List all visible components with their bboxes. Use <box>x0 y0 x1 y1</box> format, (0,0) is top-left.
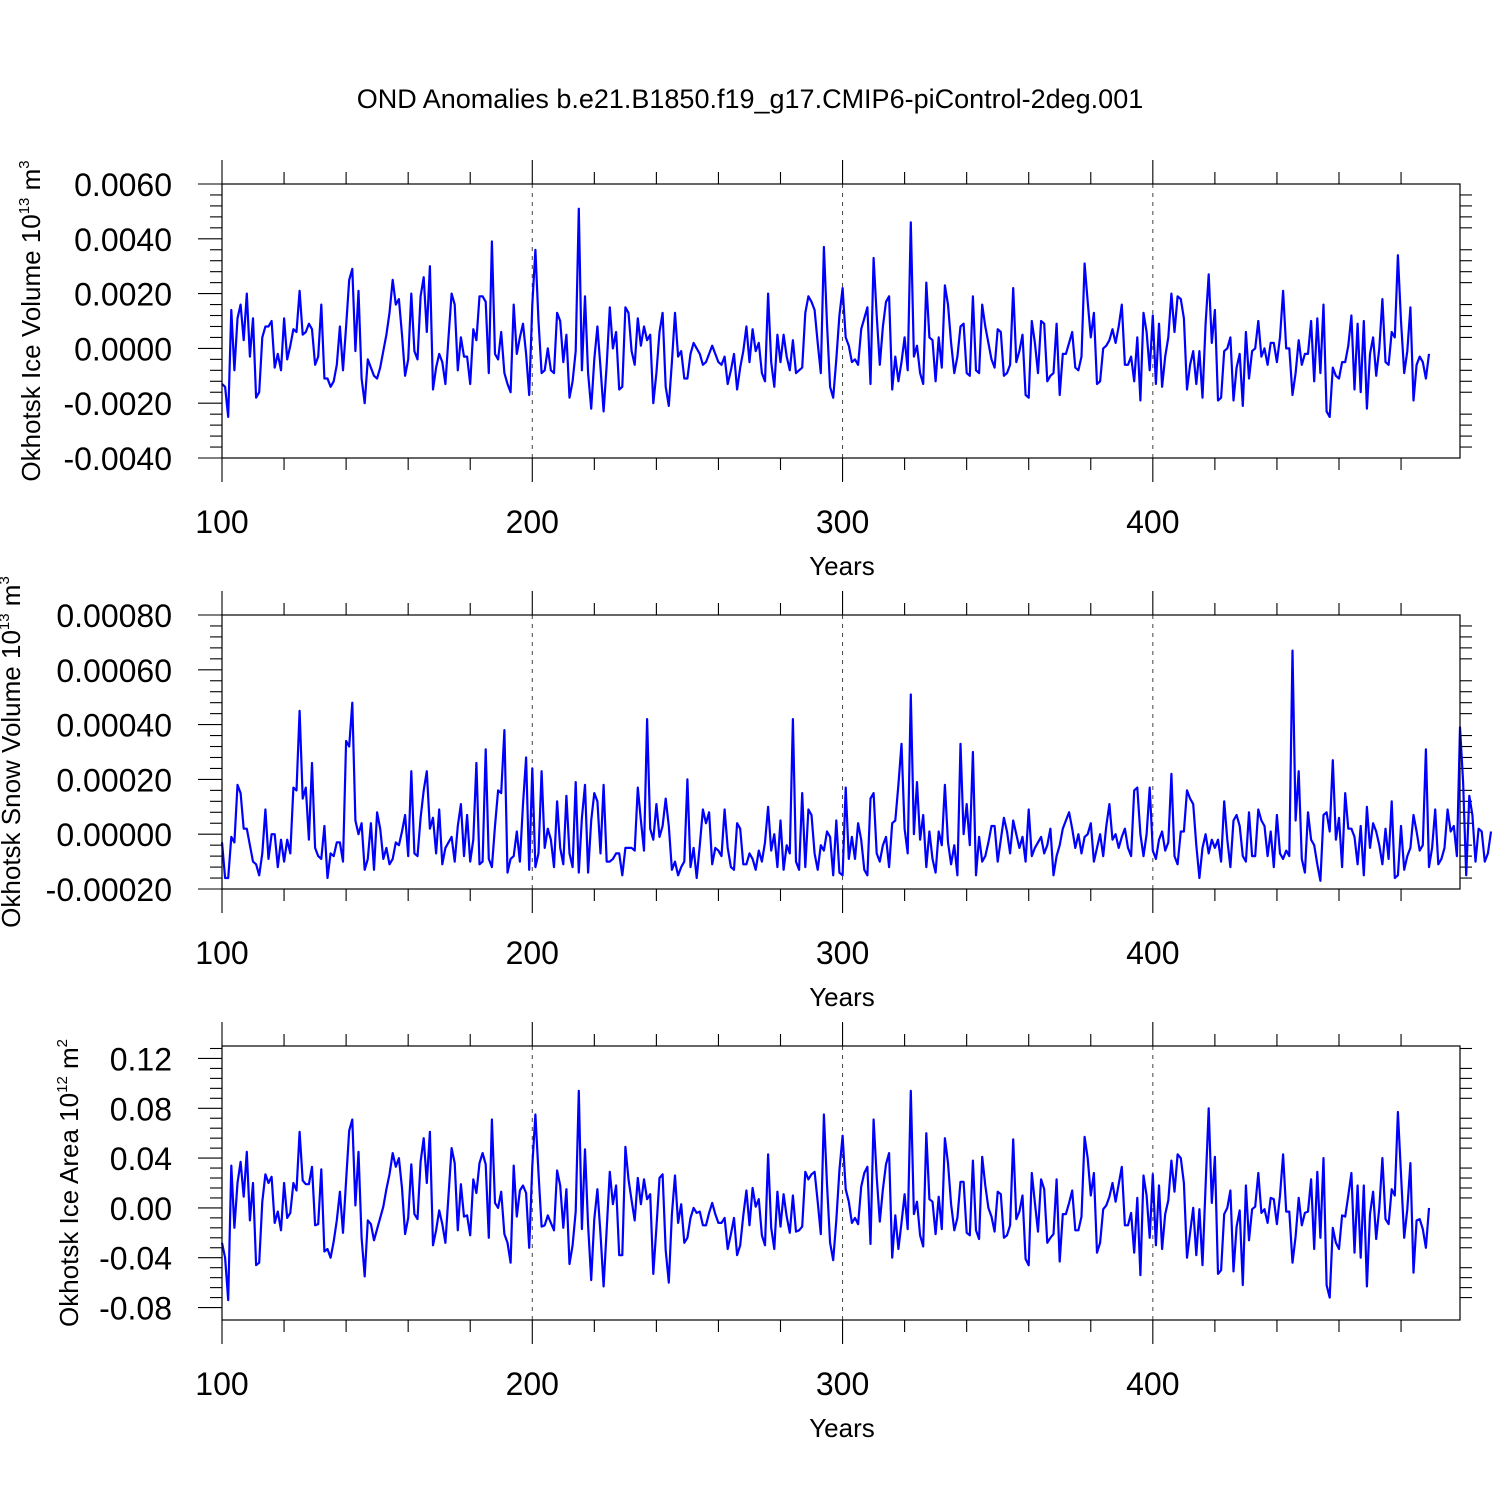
x-tick-label: 200 <box>506 935 559 971</box>
y-tick-label: 0.12 <box>110 1041 172 1077</box>
y-tick-label: 0.0020 <box>74 277 172 313</box>
y-tick-label: 0.0040 <box>74 222 172 258</box>
minor-ticks <box>198 591 1472 913</box>
plot-frame <box>221 614 1461 890</box>
y-axis-title-main: Okhotsk Snow Volume 10 <box>0 630 26 928</box>
x-tick-label: 200 <box>506 504 559 540</box>
x-tick-label: 100 <box>195 504 248 540</box>
x-tick-label: 300 <box>816 504 869 540</box>
series-line <box>221 207 1431 418</box>
x-tick-label: 400 <box>1126 1366 1179 1402</box>
y-axis-title-main: Okhotsk Ice Area 10 <box>54 1093 84 1327</box>
y-tick-label: 0.00080 <box>56 598 172 634</box>
minor-ticks <box>198 1022 1472 1344</box>
x-tick-label: 100 <box>195 1366 248 1402</box>
x-ticks: 100 200 300 400 <box>195 504 1179 540</box>
plot-frame <box>221 1045 1461 1321</box>
y-tick-label: 0.0000 <box>74 331 172 367</box>
y-ticks: 0.00080 0.00060 0.00040 0.00020 0.00000 … <box>46 598 172 908</box>
y-tick-label: 0.00000 <box>56 817 172 853</box>
y-ticks: 0.12 0.08 0.04 0.00 -0.04 -0.08 <box>99 1041 172 1326</box>
y-axis-title-unit-exp: 3 <box>0 576 13 584</box>
x-tick-label: 400 <box>1126 935 1179 971</box>
y-axis-title-main: Okhotsk Ice Volume 10 <box>16 214 46 481</box>
y-ticks: 0.0060 0.0040 0.0020 0.0000 -0.0020 -0.0… <box>63 167 172 477</box>
x-tick-label: 200 <box>506 1366 559 1402</box>
minor-ticks <box>198 160 1472 482</box>
series-line <box>220 1089 1431 1302</box>
y-tick-label: 0.00 <box>110 1191 172 1227</box>
y-tick-label: -0.0020 <box>63 386 172 422</box>
x-axis-title: Years <box>809 1413 875 1443</box>
y-tick-label: -0.00020 <box>46 872 172 908</box>
x-tick-label: 300 <box>816 1366 869 1402</box>
chart-title: OND Anomalies b.e21.B1850.f19_g17.CMIP6-… <box>357 84 1143 114</box>
y-axis-title-exp: 12 <box>54 1076 71 1093</box>
y-axis-title-exp: 13 <box>0 613 13 630</box>
y-axis-title-unit: m <box>54 1047 84 1076</box>
panel-snow-volume: 0.00080 0.00060 0.00040 0.00020 0.00000 … <box>0 576 1493 1012</box>
x-ticks: 100 200 300 400 <box>195 1366 1179 1402</box>
y-axis-title: Okhotsk Snow Volume 1013 m3 <box>0 576 26 928</box>
y-axis-title-unit: m <box>0 585 26 614</box>
x-ticks: 100 200 300 400 <box>195 935 1179 971</box>
x-tick-label: 400 <box>1126 504 1179 540</box>
y-tick-label: -0.0040 <box>63 441 172 477</box>
series-line <box>220 649 1493 882</box>
y-tick-label: 0.00040 <box>56 708 172 744</box>
y-axis-title: Okhotsk Ice Area 1012 m2 <box>54 1039 84 1327</box>
y-tick-label: 0.00020 <box>56 762 172 798</box>
panel-ice-area: 0.12 0.08 0.04 0.00 -0.04 -0.08 100 200 … <box>54 1022 1472 1443</box>
x-tick-label: 100 <box>195 935 248 971</box>
y-axis-title-unit-exp: 3 <box>16 160 33 168</box>
y-tick-label: -0.08 <box>99 1291 172 1327</box>
x-axis-title: Years <box>809 551 875 581</box>
panel-ice-volume: 0.0060 0.0040 0.0020 0.0000 -0.0020 -0.0… <box>16 160 1472 581</box>
y-axis-title: Okhotsk Ice Volume 1013 m3 <box>16 160 46 481</box>
y-axis-title-unit-exp: 2 <box>54 1039 71 1047</box>
y-tick-label: 0.04 <box>110 1141 172 1177</box>
plot-frame <box>221 183 1461 459</box>
y-axis-title-exp: 13 <box>16 198 33 215</box>
y-tick-label: 0.00060 <box>56 653 172 689</box>
y-tick-label: 0.08 <box>110 1091 172 1127</box>
y-axis-title-unit: m <box>16 169 46 198</box>
y-tick-label: -0.04 <box>99 1241 172 1277</box>
y-tick-label: 0.0060 <box>74 167 172 203</box>
x-tick-label: 300 <box>816 935 869 971</box>
x-axis-title: Years <box>809 982 875 1012</box>
